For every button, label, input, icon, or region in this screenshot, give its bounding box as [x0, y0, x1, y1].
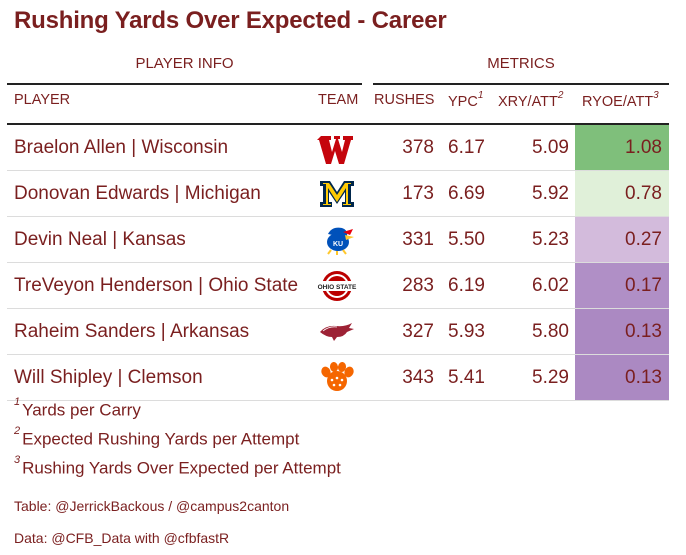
ypc-cell: 6.17 — [448, 137, 485, 158]
row-divider — [7, 400, 669, 401]
footnote-1-text: Yards per Carry — [22, 400, 141, 420]
xry-cell: 5.23 — [532, 229, 569, 250]
arkansas-logo — [317, 316, 357, 348]
ryoe-fill — [575, 125, 669, 171]
player-name-cell: Braelon Allen | Wisconsin — [14, 137, 229, 158]
column-header-xry: XRY/ATT2 — [498, 90, 564, 110]
footnote-3: 3 Rushing Yards Over Expected per Attempt — [14, 454, 341, 479]
ryoe-fill — [575, 217, 669, 263]
michigan-logo — [317, 178, 357, 210]
ypc-cell: 6.69 — [448, 183, 485, 204]
footnote-1-mark: 1 — [14, 396, 21, 408]
footnote-mark-1: 1 — [477, 90, 484, 101]
xry-cell: 5.29 — [532, 367, 569, 388]
ryoe-fill — [575, 171, 669, 217]
ypc-cell: 5.93 — [448, 321, 485, 342]
group-header-player-info: PLAYER INFO — [7, 55, 362, 85]
footnote-3-text: Rushing Yards Over Expected per Attempt — [22, 458, 341, 478]
rushes-cell: 331 — [402, 229, 434, 250]
data-credit: Data: @CFB_Data with @cfbfastR — [14, 530, 230, 546]
footnote-mark-2: 2 — [557, 90, 564, 101]
kansas-logo: KU — [317, 224, 357, 256]
ypc-cell: 5.41 — [448, 367, 485, 388]
clemson-logo — [317, 362, 357, 394]
xry-cell: 5.92 — [532, 183, 569, 204]
column-header-team: TEAM — [318, 92, 359, 108]
rushes-cell: 173 — [402, 183, 434, 204]
row-divider — [7, 308, 669, 309]
column-header-player: PLAYER — [14, 92, 71, 108]
column-header-xry-label: XRY/ATT — [498, 93, 558, 110]
ryoe-cell: 0.78 — [625, 183, 662, 204]
footnote-2-text: Expected Rushing Yards per Attempt — [22, 429, 300, 449]
rushes-cell: 327 — [402, 321, 434, 342]
table-credit: Table: @JerrickBackous / @campus2canton — [14, 498, 290, 514]
column-header-ypc-label: YPC — [448, 93, 478, 110]
table-row: TreVeyon Henderson | Ohio State 283 6.19 6.… — [7, 263, 669, 309]
ryoe-cell: 0.13 — [625, 321, 662, 342]
ypc-cell: 6.19 — [448, 275, 485, 296]
group-header-metrics: METRICS — [373, 55, 669, 85]
ryoe-cell: 1.08 — [625, 137, 662, 158]
ryoe-cell: 0.27 — [625, 229, 662, 250]
row-divider — [7, 262, 669, 263]
column-header-ypc: YPC1 — [448, 90, 484, 110]
column-header-rushes: RUSHES — [374, 92, 435, 108]
rushes-cell: 378 — [402, 137, 434, 158]
ypc-cell: 5.50 — [448, 229, 485, 250]
ryoe-fill — [575, 309, 669, 355]
table-row: Raheim Sanders | Arkansas 327 5.93 5.80 0.13 — [7, 309, 669, 355]
player-name-cell: Raheim Sanders | Arkansas — [14, 321, 250, 342]
player-name-cell: TreVeyon Henderson | Ohio State — [14, 275, 299, 296]
row-divider — [7, 354, 669, 355]
footnote-mark-3: 3 — [653, 90, 659, 101]
row-divider — [7, 170, 669, 171]
footnote-2: 2 Expected Rushing Yards per Attempt — [14, 425, 300, 450]
row-divider — [7, 216, 669, 217]
ryoe-fill — [575, 355, 669, 401]
rushes-cell: 343 — [402, 367, 434, 388]
footnote-2-mark: 2 — [14, 425, 21, 437]
column-header-ryoe-label: RYOE/ATT — [582, 93, 654, 110]
header-rule — [7, 123, 669, 125]
player-name-cell: Donovan Edwards | Michigan — [14, 183, 261, 204]
ohio-state-logo: OHIO STATE — [317, 270, 357, 302]
table-row: Will Shipley | Clemson 343 5.41 5.29 0.13 — [7, 355, 669, 401]
table-row: Donovan Edwards | Michigan 173 6.69 5.92 0.7… — [7, 171, 669, 217]
xry-cell: 6.02 — [532, 275, 569, 296]
rushes-cell: 283 — [402, 275, 434, 296]
column-header-ryoe: RYOE/ATT3 — [582, 90, 659, 110]
ohio-state-logo-text: OHIO STATE — [318, 284, 357, 291]
ryoe-cell: 0.17 — [625, 275, 662, 296]
footnote-1: 1 Yards per Carry — [14, 396, 141, 421]
wisconsin-logo — [317, 132, 357, 164]
table-title: Rushing Yards Over Expected - Career — [14, 7, 447, 34]
footnote-3-mark: 3 — [14, 454, 21, 466]
svg-text:KU: KU — [333, 241, 343, 248]
table-row: Braelon Allen | Wisconsin 378 6.17 5.09 1.08 — [7, 125, 669, 171]
player-name-cell: Devin Neal | Kansas — [14, 229, 186, 250]
player-name-cell: Will Shipley | Clemson — [14, 367, 203, 388]
ryoe-cell: 0.13 — [625, 367, 662, 388]
xry-cell: 5.09 — [532, 137, 569, 158]
xry-cell: 5.80 — [532, 321, 569, 342]
ryoe-fill — [575, 263, 669, 309]
table-row: Devin Neal | Kansas 331 5.50 5.23 0.27 KU — [7, 217, 669, 263]
